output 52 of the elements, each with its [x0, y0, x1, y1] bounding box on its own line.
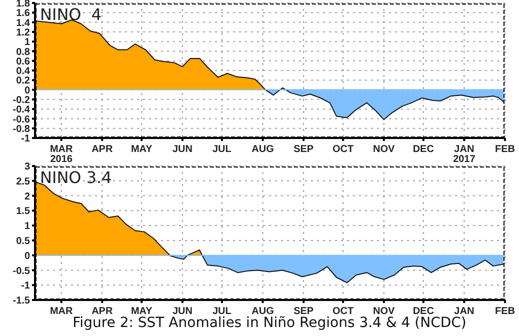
y-tick-label: -1	[21, 134, 30, 145]
y-tick-label: 0	[24, 250, 30, 262]
x-tick-label: OCT	[332, 306, 354, 317]
x-tick-label: AUG	[252, 144, 274, 155]
y-tick-label: 2	[24, 191, 30, 202]
x-tick-label: NOV	[373, 144, 396, 155]
x-tick-label: MAR 2016	[50, 144, 74, 165]
x-tick-label: SEP	[294, 306, 314, 317]
x-tick-label: MAY	[130, 144, 153, 155]
y-tick-label: 0.2	[16, 76, 30, 87]
x-tick-label: FEB	[495, 306, 515, 317]
y-tick-label: 0.8	[16, 46, 30, 58]
y-tick-label: 1	[24, 37, 30, 48]
y-tick-label: -1.5	[12, 296, 30, 307]
x-tick-label: MAR	[50, 306, 74, 317]
x-tick-label: SEP	[294, 144, 314, 155]
x-tick-label: AUG	[252, 306, 274, 317]
y-tick-label: 0.6	[16, 56, 30, 68]
chart-title: NINO 3.4	[40, 168, 112, 187]
y-tick-label: 2.5	[16, 176, 30, 188]
x-tick-label: NOV	[373, 306, 396, 317]
y-tick-label: 1.6	[16, 8, 30, 20]
x-tick-label: JUN	[172, 306, 192, 317]
y-tick-label: -1	[21, 280, 30, 292]
y-tick-label: -0.6	[12, 114, 30, 126]
x-tick-label: DEC	[412, 306, 434, 317]
y-tick-label: -0.2	[12, 94, 30, 106]
y-tick-label: 0.4	[16, 66, 30, 78]
x-tick-label: JAN 2017	[453, 144, 476, 165]
x-tick-label: FEB	[495, 144, 515, 155]
y-tick-label: -0.5	[12, 266, 30, 277]
x-tick-label: MAY	[130, 306, 153, 317]
x-tick-label: DEC	[412, 144, 434, 155]
y-tick-label: 1.4	[16, 18, 30, 29]
x-tick-label: APR	[92, 306, 114, 317]
x-tick-label: JAN	[454, 306, 474, 317]
chart-title: NINO 4	[40, 5, 102, 24]
x-tick-label: APR	[92, 144, 114, 155]
x-tick-label: OCT	[332, 144, 354, 155]
y-tick-label: 1	[24, 221, 30, 232]
y-tick-label: 0.5	[16, 236, 30, 247]
y-tick-label: -0.4	[12, 104, 30, 116]
y-tick-label: 3	[24, 162, 30, 173]
y-tick-label: 1.5	[16, 206, 30, 218]
x-tick-label: JUL	[212, 306, 232, 317]
y-tick-label: 1.2	[16, 27, 30, 38]
caption: Figure 2: SST Anomalies in Niño Regions 3.4 & 4 (NCDC)	[72, 315, 466, 331]
x-tick-label: JUL	[212, 144, 232, 155]
y-tick-label: 0	[24, 85, 30, 96]
x-tick-label: JUN	[172, 144, 192, 155]
y-tick-label: -0.8	[12, 124, 30, 135]
y-tick-label: 1.8	[16, 0, 30, 10]
